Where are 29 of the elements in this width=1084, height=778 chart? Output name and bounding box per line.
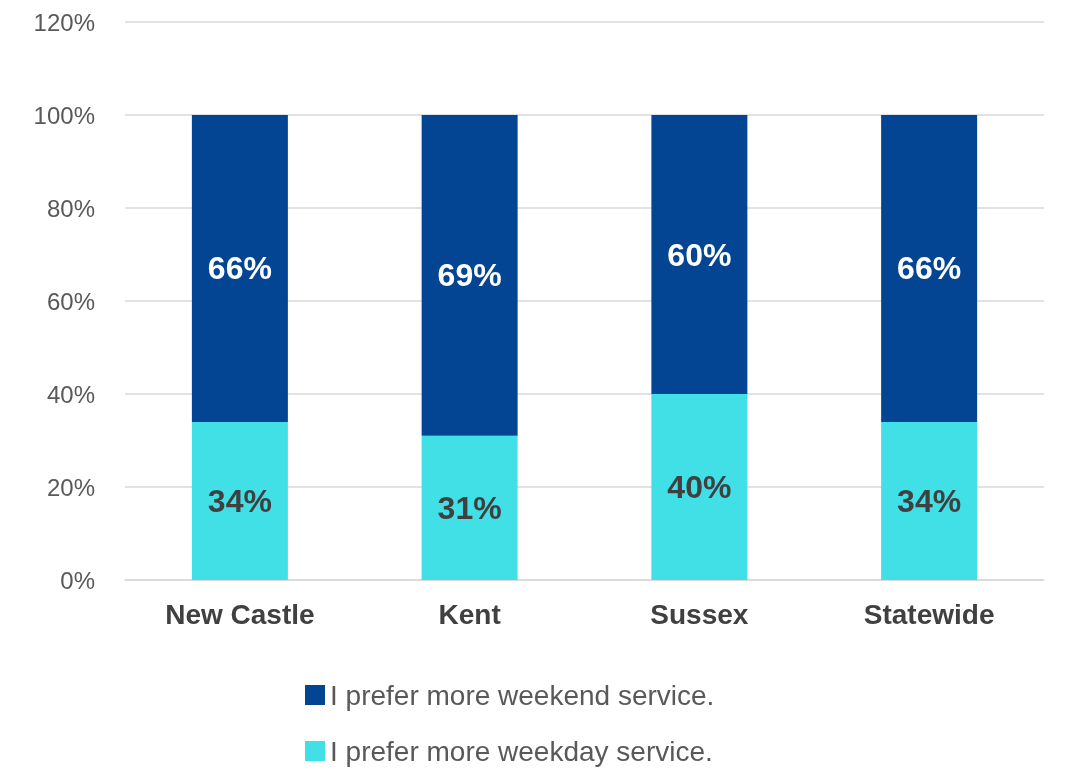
y-tick-label: 100% — [33, 101, 95, 129]
y-tick-label: 80% — [46, 194, 95, 222]
legend-label: I prefer more weekend service. — [330, 679, 715, 711]
x-tick-label: Kent — [438, 598, 501, 630]
y-tick-label: 20% — [46, 473, 95, 501]
data-label: 60% — [667, 236, 732, 273]
bar — [191, 421, 288, 580]
data-label: 40% — [667, 469, 732, 505]
x-tick-label: Sussex — [650, 598, 749, 630]
data-label: 31% — [437, 489, 502, 526]
x-tick-label: Statewide — [863, 598, 995, 630]
x-tick-label: New Castle — [165, 598, 315, 630]
data-label: 34% — [897, 482, 962, 519]
legend-label: I prefer more weekday service. — [330, 735, 713, 767]
y-tick-label: 40% — [46, 380, 95, 408]
bar — [881, 421, 978, 580]
bar — [421, 115, 518, 436]
bar — [881, 115, 978, 422]
bar — [191, 115, 288, 422]
bar — [651, 115, 748, 394]
y-tick-label: 120% — [33, 8, 95, 36]
bar — [421, 435, 518, 580]
data-label: 34% — [207, 482, 272, 519]
bar — [651, 394, 748, 580]
data-label: 69% — [437, 257, 502, 294]
data-label: 66% — [207, 250, 272, 287]
data-label: 66% — [897, 250, 962, 287]
y-tick-label: 60% — [46, 287, 95, 315]
y-tick-label: 0% — [60, 566, 95, 594]
